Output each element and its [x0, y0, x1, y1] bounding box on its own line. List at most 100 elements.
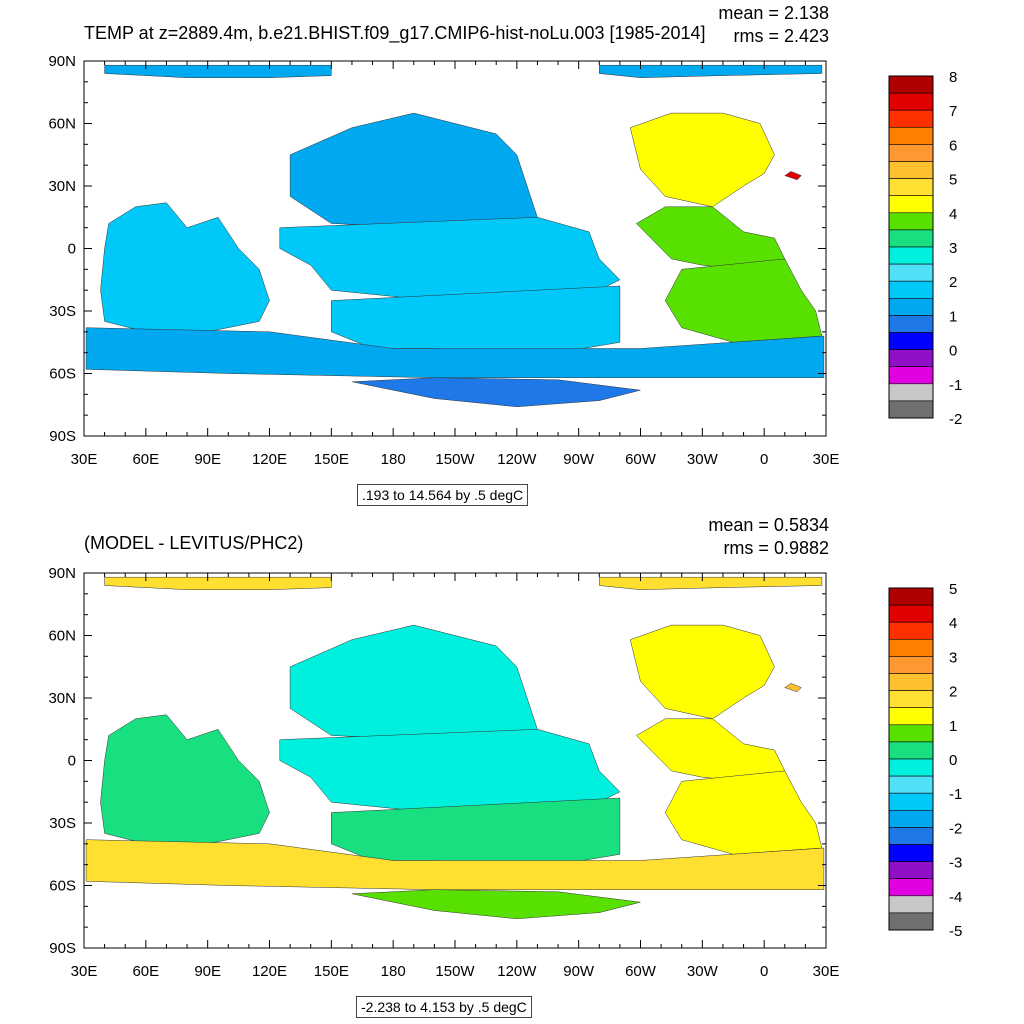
panel-difference: (MODEL - LEVITUS/PHC2) mean = 0.5834 rms…	[0, 512, 1024, 1024]
colorbar-swatch	[888, 827, 934, 845]
lon-label: 90W	[563, 963, 595, 980]
colorbar-swatch	[888, 332, 934, 350]
colorbar-label: 3	[949, 240, 957, 257]
lat-label: 30S	[49, 303, 76, 320]
colorbar-frame	[888, 587, 934, 931]
map-title: TEMP at z=2889.4m, b.e21.BHIST.f09_g17.C…	[84, 23, 706, 43]
lat-label: 60N	[48, 628, 76, 645]
lon-label: 150W	[435, 963, 475, 980]
colorbar-swatch	[888, 383, 934, 402]
lon-label: 180	[381, 451, 406, 468]
lon-label: 60W	[625, 963, 657, 980]
range-label: .193 to 14.564 by .5 degC	[357, 484, 529, 506]
ocean-region-southern-ocean	[85, 327, 825, 378]
map-title: (MODEL - LEVITUS/PHC2)	[84, 533, 304, 553]
lon-label: 30W	[687, 451, 719, 468]
lat-label: 60S	[49, 366, 76, 383]
lat-label: 0	[68, 241, 76, 258]
lat-label: 90N	[48, 565, 76, 582]
ocean-region-antarctic-shelf	[351, 889, 641, 920]
colorbar-swatch	[888, 75, 934, 94]
lon-label: 30E	[813, 451, 840, 468]
stat-mean: mean = 0.5834	[708, 515, 829, 535]
range-label: -2.238 to 4.153 by .5 degC	[356, 996, 532, 1018]
colorbar-swatch	[888, 707, 934, 726]
ocean-region-north-atlantic	[629, 624, 775, 720]
colorbar-label: 2	[949, 274, 957, 291]
colorbar-swatch	[888, 895, 934, 914]
colorbar-swatch	[888, 297, 934, 316]
lat-label: 0	[68, 753, 76, 770]
colorbar-label: 4	[949, 206, 957, 223]
lon-label: 120E	[252, 963, 287, 980]
stat-rms: rms = 0.9882	[723, 538, 829, 558]
colorbar-swatch	[888, 109, 934, 128]
colorbar-label: 5	[949, 172, 957, 189]
colorbar-label: -5	[949, 923, 962, 940]
ocean-region-arctic	[599, 64, 823, 78]
colorbar-label: 2	[949, 684, 957, 701]
colorbar-frame	[888, 75, 934, 419]
lon-label: 90W	[563, 451, 595, 468]
lon-label: 150E	[314, 451, 349, 468]
colorbar-label: -2	[949, 411, 962, 428]
colorbar-label: 6	[949, 137, 957, 154]
colorbar-swatch	[888, 144, 934, 162]
colorbar-label: -3	[949, 855, 962, 872]
colorbar-swatch	[888, 349, 934, 368]
ocean-region-tropical-pacific	[279, 217, 621, 301]
lat-label: 90N	[48, 53, 76, 70]
lat-label: 30N	[48, 178, 76, 195]
colorbar-swatch	[888, 212, 934, 231]
colorbar-swatch	[888, 775, 934, 794]
colorbar-swatch	[888, 604, 934, 623]
colorbar-swatch	[888, 724, 934, 743]
colorbar-swatch	[888, 161, 934, 179]
colorbar-label: 0	[949, 752, 957, 769]
lon-label: 120W	[497, 451, 537, 468]
ocean-region-arctic	[599, 576, 823, 590]
colorbar-swatch	[888, 861, 934, 880]
colorbar-label: 7	[949, 103, 957, 120]
lon-label: 30E	[71, 963, 98, 980]
stat-mean: mean = 2.138	[718, 3, 829, 23]
ocean-region-north-pacific	[289, 112, 538, 228]
ocean-region-tropical-pacific	[279, 729, 621, 813]
lon-label: 150E	[314, 963, 349, 980]
stat-rms: rms = 2.423	[733, 26, 829, 46]
ocean-region-southern-ocean	[85, 839, 825, 890]
colorbar-label: 1	[949, 308, 957, 325]
colorbar-label: 0	[949, 343, 957, 360]
colorbar-swatch	[888, 315, 934, 333]
lat-label: 60N	[48, 116, 76, 133]
colorbar-swatch	[888, 195, 934, 214]
colorbar-label: 8	[949, 69, 957, 86]
ocean-region-north-pacific	[289, 624, 538, 740]
colorbar-label: -1	[949, 786, 962, 803]
colorbar-swatch	[888, 280, 934, 299]
lat-label: 30N	[48, 690, 76, 707]
colorbar-swatch	[888, 741, 934, 760]
lon-label: 90E	[194, 963, 221, 980]
ocean-region-indian-ocean	[100, 714, 270, 845]
colorbar-label: 5	[949, 581, 957, 598]
lon-label: 30E	[71, 451, 98, 468]
colorbar-swatch	[888, 792, 934, 811]
ocean-region-antarctic-shelf	[351, 377, 641, 408]
colorbar-swatch	[888, 656, 934, 674]
colorbar-swatch	[888, 587, 934, 606]
lon-label: 180	[381, 963, 406, 980]
lon-label: 60W	[625, 451, 657, 468]
colorbar-swatch	[888, 809, 934, 828]
colorbar-swatch	[888, 366, 934, 385]
colorbar-label: 1	[949, 718, 957, 735]
ocean-region-mediterranean	[784, 171, 802, 181]
lon-label: 150W	[435, 451, 475, 468]
ocean-region-mediterranean	[784, 683, 802, 693]
colorbar-swatch	[888, 92, 934, 111]
lat-label: 90S	[49, 428, 76, 445]
colorbar-swatch	[888, 263, 934, 282]
colorbar-label: -2	[949, 820, 962, 837]
